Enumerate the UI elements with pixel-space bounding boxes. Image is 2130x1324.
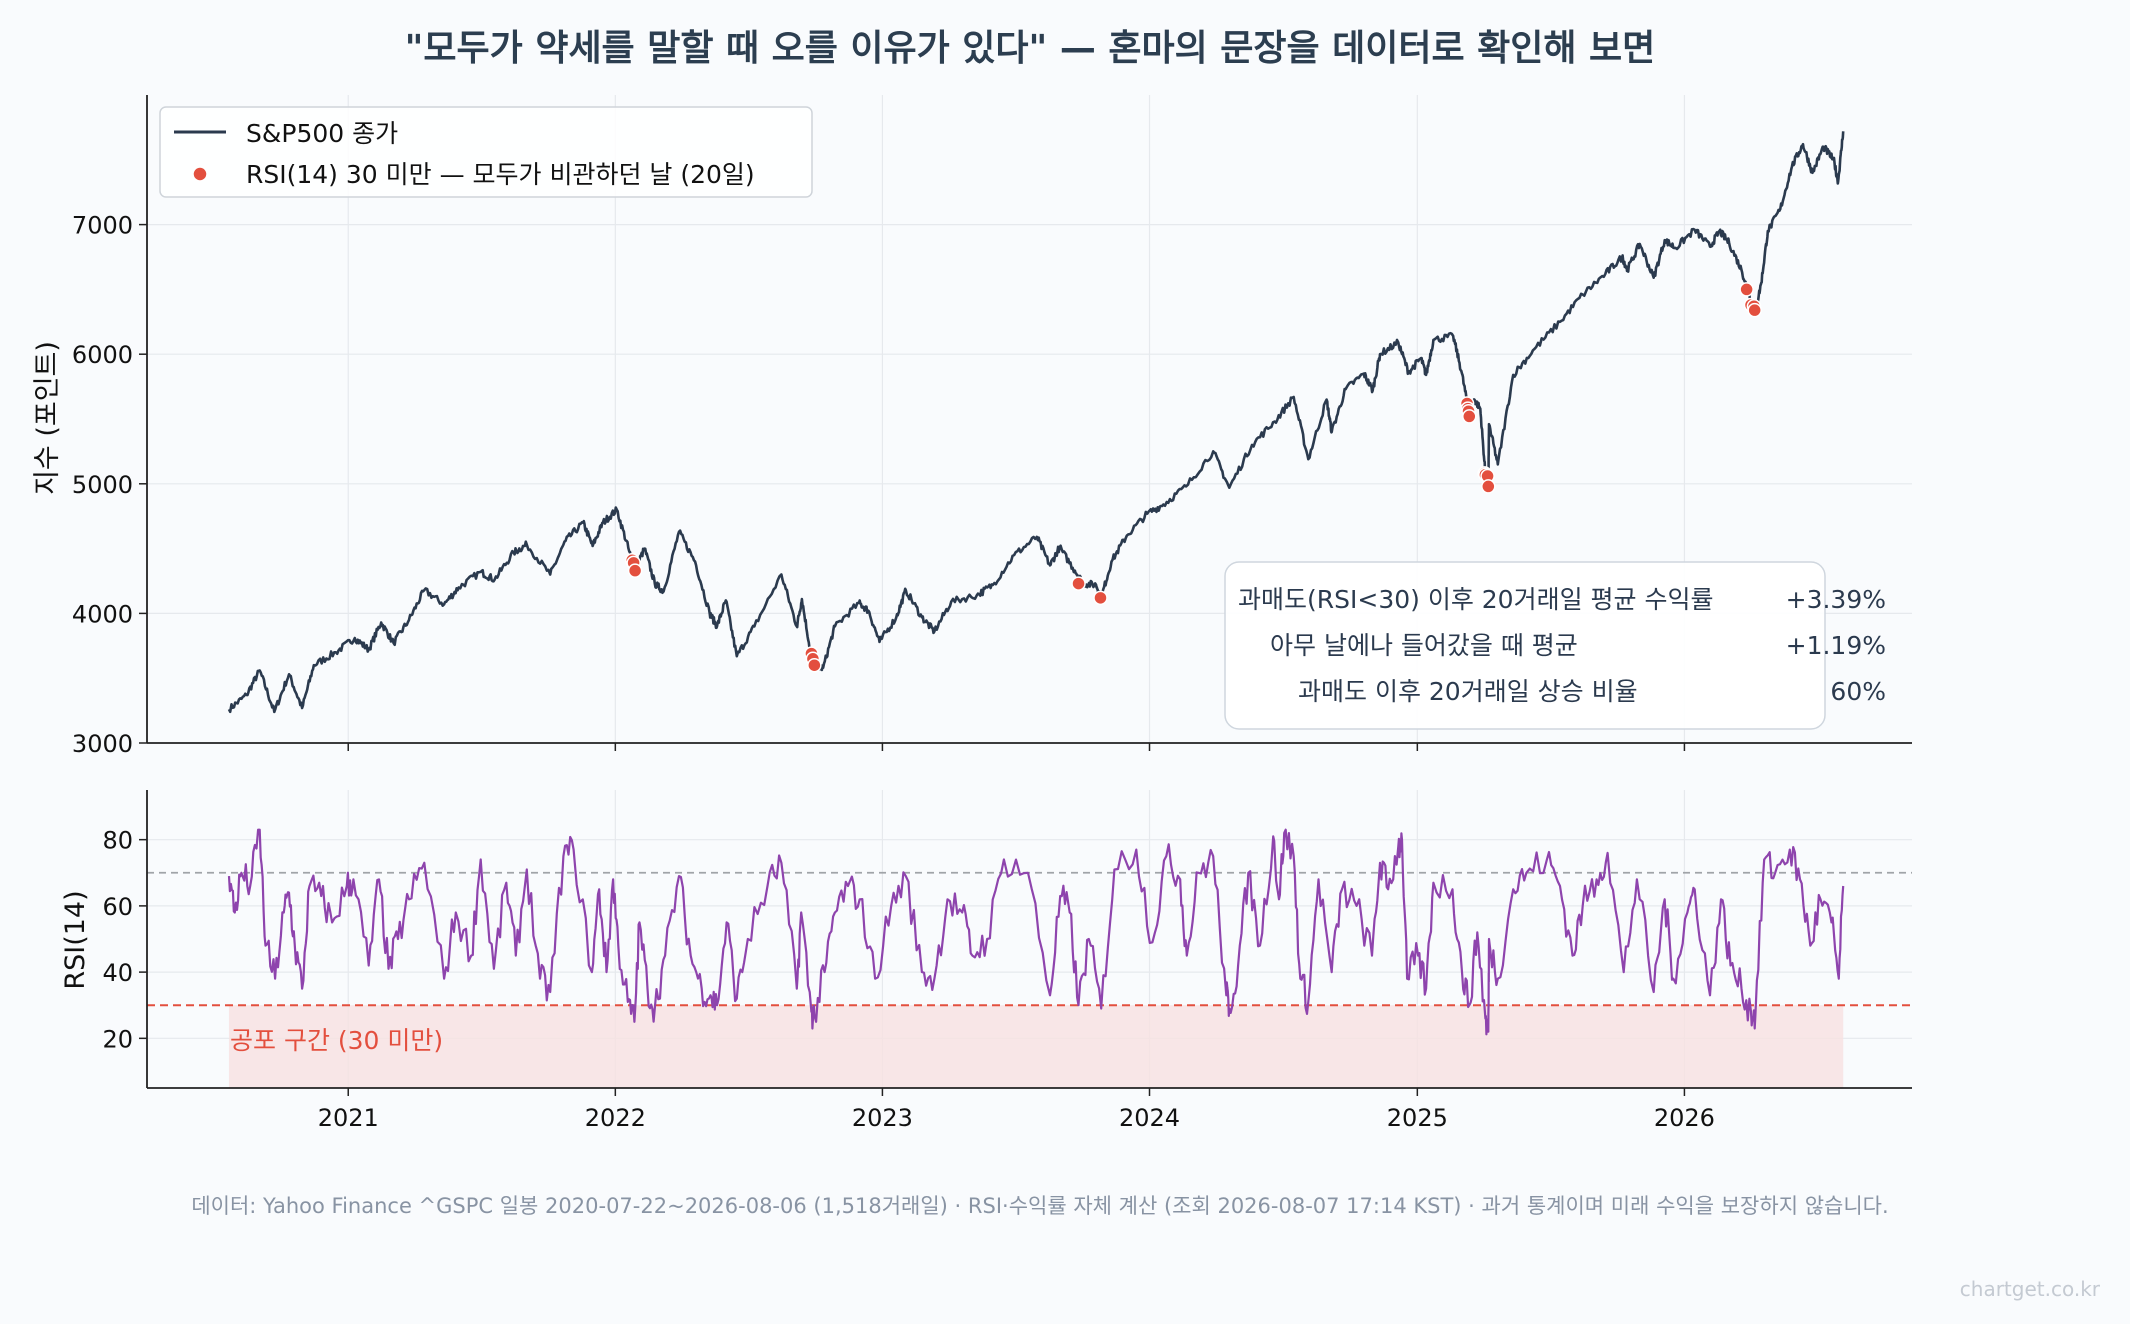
price-y-tick-label: 4000 <box>72 600 133 628</box>
oversold-marker <box>1481 479 1496 494</box>
price-y-tick-label: 3000 <box>72 730 133 758</box>
oversold-marker <box>1462 409 1477 424</box>
oversold-marker <box>1093 590 1108 606</box>
stats-label-any-day-return: 아무 날에나 들어갔을 때 평균 <box>1270 631 1578 660</box>
watermark: chartget.co.kr <box>1960 1277 2101 1301</box>
x-tick-label: 2023 <box>852 1104 913 1132</box>
oversold-marker <box>1071 576 1086 591</box>
chart-title: "모두가 약세를 말할 때 오를 이유가 있다" — 혼마의 문장을 데이터로 … <box>405 28 1656 69</box>
rsi-y-tick-labels: 20 40 60 80 <box>102 827 133 1054</box>
price-y-tick-label: 6000 <box>72 341 133 369</box>
footer-source-note: 데이터: Yahoo Finance ^GSPC 일봉 2020-07-22~2… <box>191 1194 1888 1218</box>
legend-box <box>159 106 813 198</box>
stats-label-oversold-return: 과매도(RSI<30) 이후 20거래일 평균 수익률 <box>1238 585 1713 614</box>
fear-zone <box>228 1005 1844 1088</box>
x-tick-label: 2022 <box>585 1104 646 1132</box>
price-panel: 3000 4000 5000 6000 7000 지수 (포인트) S&P500 종가 … <box>32 95 1912 758</box>
rsi-series <box>227 828 1845 1036</box>
oversold-markers <box>624 282 1762 673</box>
rsi-y-axis-label: RSI(14) <box>60 890 91 989</box>
x-tick-label: 2026 <box>1654 1104 1715 1132</box>
fear-zone-label: 공포 구간 (30 미만) <box>230 1026 443 1055</box>
rsi-y-tick-label: 20 <box>102 1025 133 1053</box>
price-line <box>227 131 1845 714</box>
x-tick-labels: 2021 2022 2023 2024 2025 2026 <box>318 1104 1715 1132</box>
stats-label-up-ratio: 과매도 이후 20거래일 상승 비율 <box>1298 677 1638 706</box>
oversold-marker <box>1747 302 1762 318</box>
legend-label-price: S&P500 종가 <box>246 119 398 148</box>
price-y-tick-label: 5000 <box>72 471 133 499</box>
stats-value-oversold-return: +3.39% <box>1786 585 1886 614</box>
rsi-line <box>227 828 1845 1036</box>
oversold-marker <box>1739 282 1754 297</box>
rsi-y-tick-label: 80 <box>102 827 133 855</box>
rsi-y-tick-label: 60 <box>102 893 133 921</box>
oversold-marker <box>807 657 822 673</box>
oversold-marker <box>627 563 643 578</box>
stats-value-up-ratio: 60% <box>1830 677 1886 706</box>
x-tick-label: 2025 <box>1387 1104 1448 1132</box>
stats-value-any-day-return: +1.19% <box>1786 631 1886 660</box>
rsi-y-tick-label: 40 <box>102 959 133 987</box>
price-y-axis-label: 지수 (포인트) <box>32 341 63 495</box>
rsi-axes <box>139 790 1912 1096</box>
stats-annotation: 과매도(RSI<30) 이후 20거래일 평균 수익률 +3.39% 아무 날에… <box>1224 561 1886 730</box>
x-tick-label: 2024 <box>1119 1104 1180 1132</box>
legend-label-oversold: RSI(14) 30 미만 — 모두가 비관하던 날 (20일) <box>246 160 755 189</box>
price-axes <box>139 95 1912 751</box>
price-y-tick-label: 7000 <box>72 212 133 240</box>
price-y-tick-labels: 3000 4000 5000 6000 7000 <box>72 212 133 758</box>
price-series <box>227 131 1845 714</box>
x-tick-label: 2021 <box>318 1104 379 1132</box>
legend-marker-swatch <box>192 166 208 182</box>
legend: S&P500 종가 RSI(14) 30 미만 — 모두가 비관하던 날 (20… <box>159 106 813 198</box>
stats-box-frame <box>1224 561 1826 730</box>
